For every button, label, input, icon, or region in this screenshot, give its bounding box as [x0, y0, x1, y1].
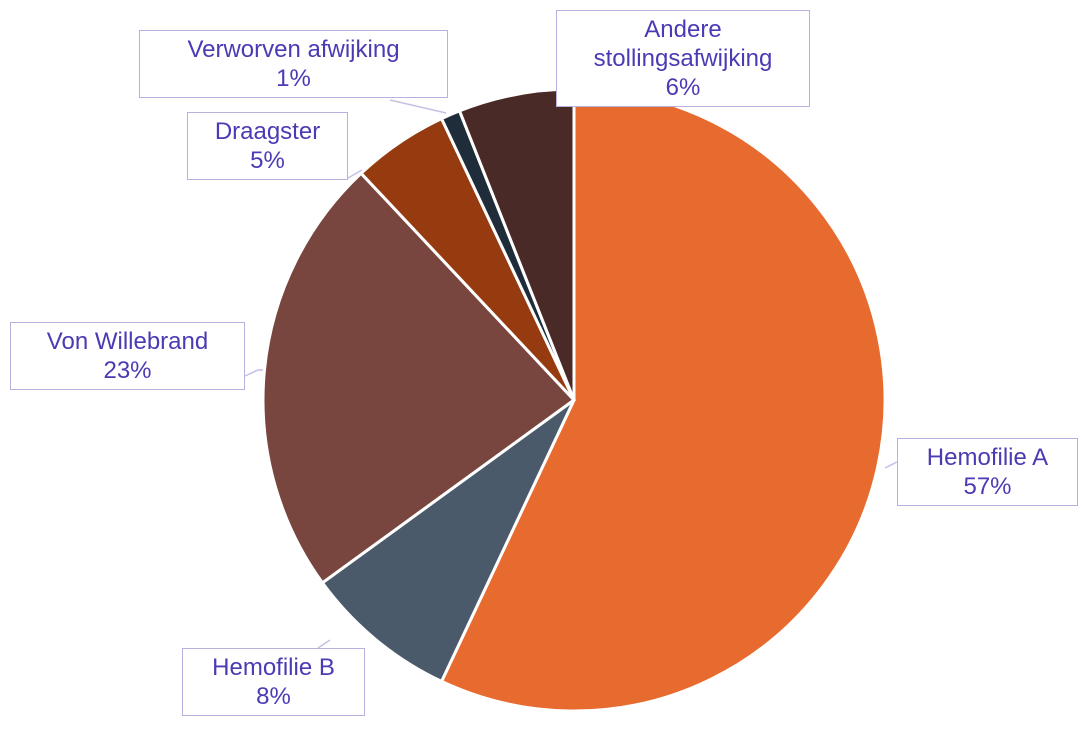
label-value: 1% — [276, 65, 311, 92]
label-name: Verworven afwijking — [187, 36, 400, 63]
data-label: Draagster 5% — [187, 112, 348, 180]
label-name: Andere stollingsafwijking — [593, 16, 773, 72]
leader-line — [389, 99, 447, 114]
label-name: Hemofilie B — [212, 654, 335, 681]
label-value: 6% — [665, 74, 701, 101]
label-value: 8% — [256, 683, 291, 710]
label-value: 57% — [963, 473, 1012, 500]
data-label: Von Willebrand 23% — [10, 322, 245, 390]
label-name: Draagster — [214, 118, 321, 145]
pie-slice — [439, 87, 887, 713]
pie-slice — [261, 171, 577, 585]
label-value: 23% — [103, 357, 152, 384]
data-label: Hemofilie A 57% — [897, 438, 1078, 506]
label-value: 5% — [250, 147, 285, 174]
data-label: Hemofilie B 8% — [182, 648, 365, 716]
label-name: Hemofilie A — [926, 444, 1049, 471]
label-name: Von Willebrand — [46, 328, 209, 355]
data-label: Verworven afwijking 1% — [139, 30, 448, 98]
leader-line — [884, 461, 898, 469]
leader-line — [347, 169, 363, 179]
data-label: Andere stollingsafwijking 6% — [556, 10, 810, 107]
pie-slice — [320, 398, 576, 684]
leader-line — [317, 639, 331, 649]
